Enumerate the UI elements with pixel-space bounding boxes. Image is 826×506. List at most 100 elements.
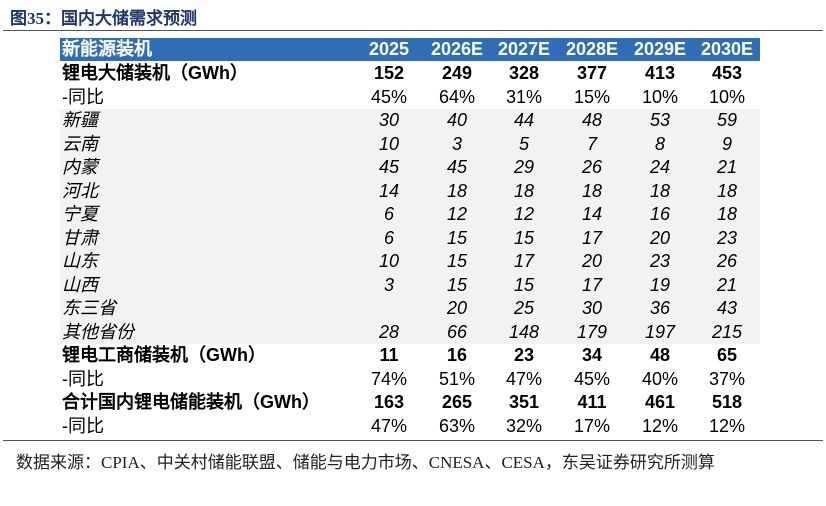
source-note: 数据来源：CPIA、中关村储能联盟、储能与电力市场、CNESA、CESA，东吴证… (16, 453, 715, 472)
row-value: 14 (378, 180, 400, 201)
row-value: 30 (378, 110, 400, 131)
row-label: 内蒙 (62, 157, 98, 178)
row-value: 59 (716, 110, 738, 131)
row-value: 8 (654, 133, 665, 154)
row-label: 锂电大储装机（GWh） (62, 63, 248, 83)
row-value: 249 (441, 63, 473, 83)
row-value: 47% (370, 415, 408, 436)
row-shade (60, 320, 760, 345)
header-cell: 2027E (497, 39, 551, 59)
row-label: 河北 (62, 180, 98, 201)
row-value: 265 (441, 392, 473, 413)
row-value: 351 (508, 392, 540, 413)
row-value: 18 (513, 180, 535, 201)
row-value: 21 (716, 274, 738, 295)
row-value: 10% (641, 86, 679, 107)
row-value: 18 (716, 204, 738, 225)
figure-title: 图35：国内大储需求预测 (10, 9, 197, 28)
row-value: 12% (708, 415, 746, 436)
row-value: 47% (505, 368, 543, 389)
row-value: 152 (373, 63, 405, 83)
header-label: 新能源装机 (62, 39, 152, 59)
row-value: 15 (513, 274, 535, 295)
row-value: 36 (649, 298, 671, 319)
row-value: 15 (446, 227, 468, 248)
row-value: 74% (370, 368, 408, 389)
row-value: 64% (438, 86, 476, 107)
row-value: 17% (573, 415, 611, 436)
row-value: 30 (581, 298, 603, 319)
row-value: 63% (438, 415, 476, 436)
row-value: 413 (644, 63, 676, 83)
row-value: 453 (711, 63, 743, 83)
row-value: 17 (581, 227, 603, 248)
row-value: 43 (716, 298, 738, 319)
row-label: -同比 (62, 86, 104, 107)
row-label: 合计国内锂电储能装机（GWh） (62, 392, 320, 413)
header-cell: 2026E (430, 39, 484, 59)
row-value: 31% (505, 86, 543, 107)
row-value: 20 (649, 227, 671, 248)
row-label: 甘肃 (62, 227, 98, 248)
row-value: 377 (576, 63, 608, 83)
row-value: 14 (581, 204, 603, 225)
header-cell: 2025 (368, 39, 410, 59)
row-value: 66 (446, 321, 468, 342)
row-value: 28 (378, 321, 400, 342)
row-value: 328 (508, 63, 540, 83)
row-value: 29 (513, 157, 535, 178)
row-shade (60, 155, 760, 180)
row-value: 23 (716, 227, 738, 248)
row-label: 东三省 (62, 298, 116, 319)
row-value: 3 (383, 274, 394, 295)
row-value: 197 (644, 321, 676, 342)
row-label: -同比 (62, 368, 104, 389)
header-cell: 2030E (700, 39, 754, 59)
row-value: 6 (383, 204, 394, 225)
row-value: 163 (373, 392, 405, 413)
row-value: 20 (581, 251, 603, 272)
row-value: 65 (716, 345, 738, 366)
row-value: 10 (378, 133, 400, 154)
row-label: 山东 (62, 251, 98, 272)
row-value: 15 (513, 227, 535, 248)
row-value: 215 (711, 321, 743, 342)
row-value: 26 (581, 157, 603, 178)
row-value: 12% (641, 415, 679, 436)
row-value: 10% (708, 86, 746, 107)
row-shade (60, 249, 760, 274)
row-shade (60, 273, 760, 298)
row-value: 518 (711, 392, 743, 413)
row-value: 12 (446, 204, 468, 225)
row-shade (60, 108, 760, 133)
header-cell: 2028E (565, 39, 619, 59)
row-value: 25 (513, 298, 535, 319)
row-value: 18 (581, 180, 603, 201)
row-shade (60, 296, 760, 321)
row-value: 32% (505, 415, 543, 436)
row-value: 15 (446, 251, 468, 272)
row-shade (60, 179, 760, 204)
row-value: 48 (649, 345, 671, 366)
row-value: 48 (581, 110, 603, 131)
row-value: 45% (370, 86, 408, 107)
row-value: 24 (649, 157, 671, 178)
row-value: 44 (513, 110, 535, 131)
row-value: 40% (641, 368, 679, 389)
row-value: 51% (438, 368, 476, 389)
row-value: 3 (451, 133, 462, 154)
row-value: 15% (573, 86, 611, 107)
row-value: 411 (577, 392, 607, 413)
row-value: 7 (586, 133, 597, 154)
row-label: 宁夏 (62, 204, 98, 225)
row-shade (60, 226, 760, 251)
row-shade (60, 132, 760, 157)
row-value: 16 (446, 345, 468, 366)
row-value: 11 (379, 345, 399, 366)
row-value: 12 (513, 204, 535, 225)
row-value: 21 (716, 157, 738, 178)
row-value: 40 (446, 110, 468, 131)
row-value: 26 (716, 251, 738, 272)
row-value: 34 (581, 345, 603, 366)
row-value: 10 (378, 251, 400, 272)
